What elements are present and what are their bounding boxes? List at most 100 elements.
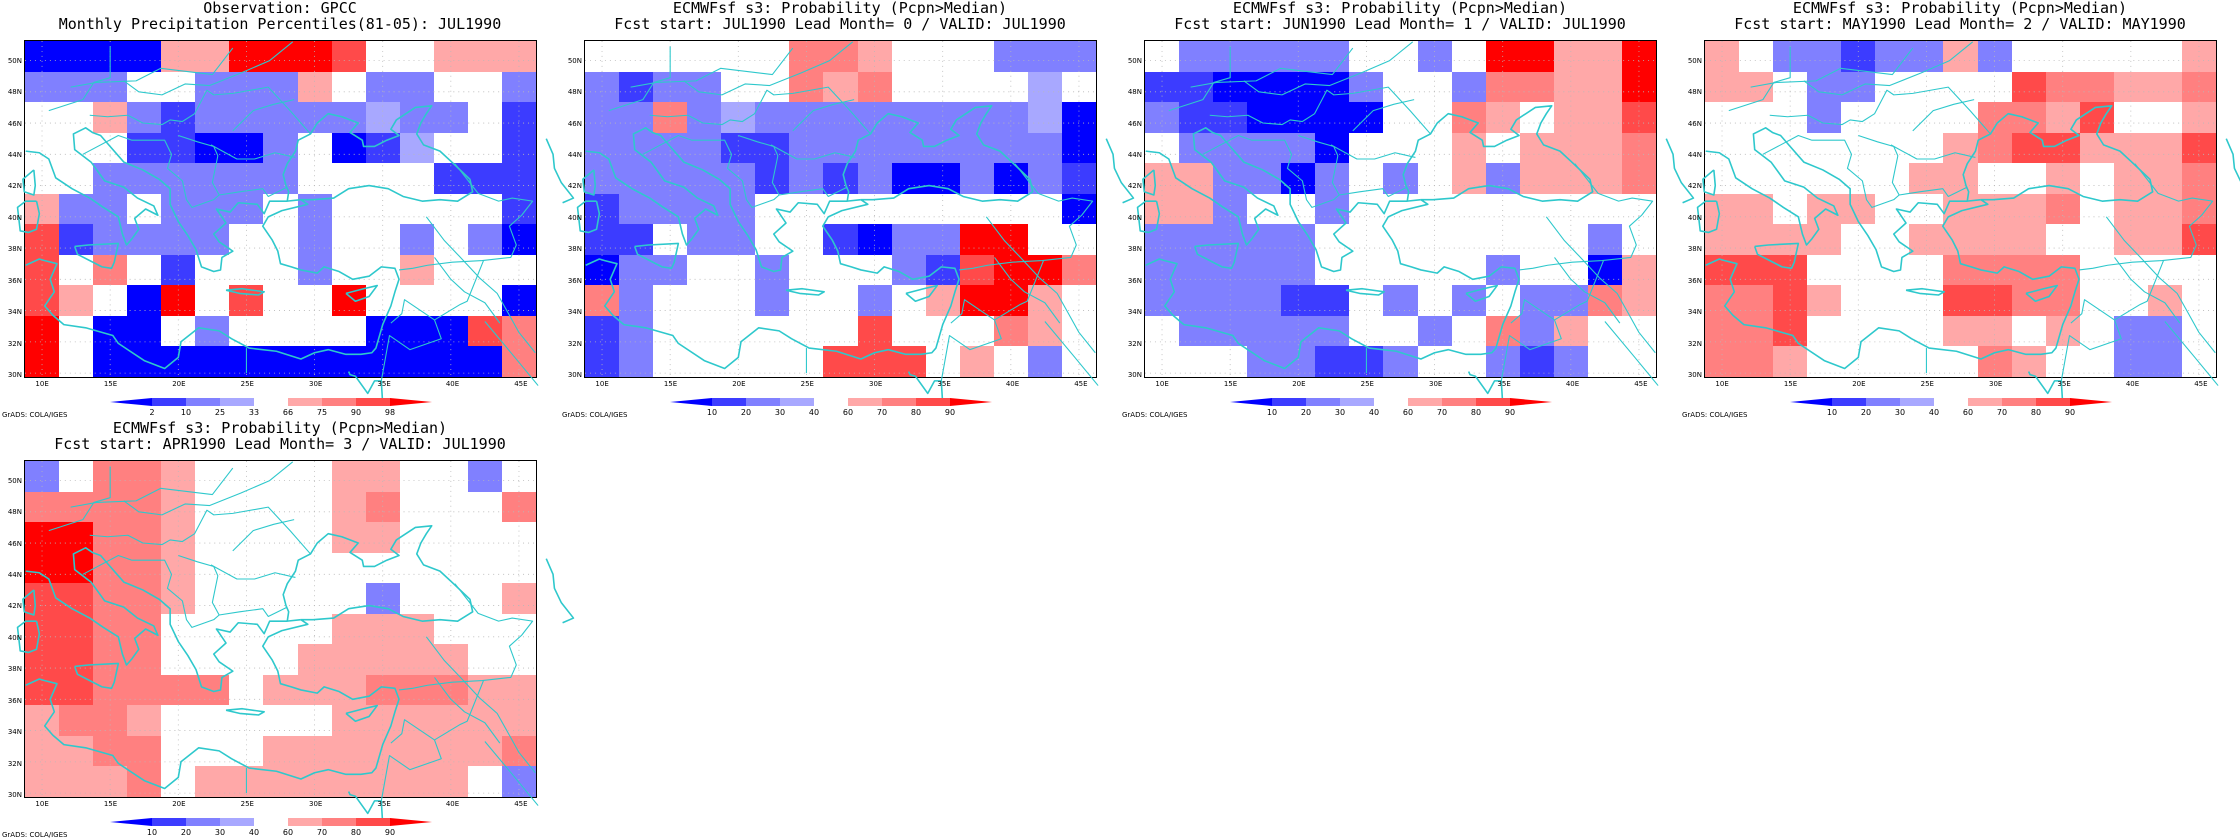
country-border bbox=[683, 41, 854, 96]
colorbar-label: 70 bbox=[1436, 408, 1448, 417]
grid-cell bbox=[331, 522, 366, 553]
grid-cell bbox=[2011, 224, 2046, 255]
country-border bbox=[398, 163, 534, 271]
country-border bbox=[1339, 186, 1408, 198]
grid-cell bbox=[93, 193, 128, 225]
grid-cell bbox=[1943, 346, 1978, 377]
grid-cell bbox=[1281, 193, 1316, 225]
grid-cell bbox=[2181, 163, 2216, 194]
grid-cell bbox=[1909, 193, 1944, 225]
grid-cell bbox=[1553, 102, 1588, 133]
panel-title-line2: Fcst start: MAY1990 Lead Month= 2 / VALI… bbox=[1734, 15, 2186, 33]
coastline bbox=[25, 546, 302, 693]
colorbar-label: 60 bbox=[1402, 408, 1414, 417]
latitude-label: 42N bbox=[7, 182, 22, 191]
longitude-label: 10E bbox=[35, 800, 49, 808]
grid-cell bbox=[1383, 346, 1418, 377]
grid-cell bbox=[857, 315, 892, 347]
coastline bbox=[16, 620, 41, 654]
grid-cell bbox=[1553, 224, 1588, 255]
grid-cell bbox=[1145, 163, 1180, 194]
colorbar-label: 80 bbox=[2030, 408, 2042, 417]
longitude-label: 25E bbox=[800, 380, 814, 388]
grid-cell bbox=[2113, 102, 2148, 133]
grid-cell bbox=[823, 224, 858, 255]
grid-cell bbox=[1451, 254, 1486, 286]
grid-cell bbox=[857, 224, 892, 255]
country-border bbox=[232, 519, 295, 552]
grid-cell bbox=[2147, 315, 2182, 347]
coastline bbox=[1467, 371, 1504, 405]
colorbar-label: 10 bbox=[706, 408, 718, 417]
colorbar-label: 98 bbox=[384, 408, 396, 417]
grid-cell bbox=[1773, 193, 1808, 225]
grid-cell bbox=[1179, 193, 1214, 225]
grid-cell bbox=[823, 102, 858, 133]
country-border bbox=[48, 46, 111, 112]
grid-cell bbox=[467, 552, 502, 584]
grid-cell bbox=[721, 132, 756, 164]
grid-cell bbox=[1179, 315, 1214, 347]
grid-cell bbox=[25, 346, 60, 377]
coastline bbox=[25, 198, 400, 370]
grid-cell bbox=[1247, 41, 1282, 72]
grid-cell bbox=[59, 705, 94, 736]
grid-cell bbox=[1213, 346, 1248, 377]
grid-cell bbox=[399, 644, 434, 675]
grid-cell bbox=[1875, 315, 1910, 347]
country-border bbox=[2105, 216, 2216, 354]
grid-cell bbox=[585, 163, 620, 194]
colorbar-swatch bbox=[322, 398, 356, 406]
grid-cell bbox=[823, 41, 858, 72]
grid-cell bbox=[2147, 71, 2182, 103]
longitude-label: 20E bbox=[1852, 380, 1866, 388]
grid-cell bbox=[1417, 224, 1452, 255]
country-border bbox=[1518, 163, 1654, 271]
colorbar-swatch bbox=[152, 818, 186, 826]
grid-cell bbox=[1315, 224, 1350, 255]
grid-cell bbox=[585, 193, 620, 225]
grid-cell bbox=[1315, 315, 1350, 347]
colorbar-swatch bbox=[254, 398, 288, 406]
grid-cell bbox=[721, 315, 756, 347]
grid-cell bbox=[789, 163, 824, 194]
latitude-label: 38N bbox=[1687, 245, 1702, 254]
grid-cell bbox=[1315, 132, 1350, 164]
grid-cell bbox=[195, 583, 230, 614]
grid-cell bbox=[2181, 315, 2216, 347]
grid-cell bbox=[25, 163, 60, 194]
grid-cell bbox=[2011, 132, 2046, 164]
latitude-label: 38N bbox=[1127, 245, 1142, 254]
grid-cell bbox=[501, 522, 536, 553]
grid-cell bbox=[993, 132, 1028, 164]
latitude-label: 44N bbox=[7, 570, 22, 579]
panel-title-line2: Fcst start: APR1990 Lead Month= 3 / VALI… bbox=[54, 435, 506, 453]
country-border bbox=[1500, 319, 1562, 381]
grid-cell bbox=[1587, 163, 1622, 194]
panel-forecast-lead3: ECMWFsf s3: Probability (Pcpn>Median) Fcs… bbox=[0, 420, 575, 840]
coastline bbox=[1465, 284, 1499, 303]
grid-cell bbox=[365, 613, 400, 645]
grid-cell bbox=[399, 491, 434, 523]
longitude-label: 35E bbox=[1497, 380, 1511, 388]
grid-cell bbox=[1739, 71, 1774, 103]
grid-cell bbox=[161, 193, 196, 225]
grid-cell bbox=[1739, 315, 1774, 347]
grid-cell bbox=[399, 461, 434, 492]
latitude-label: 46N bbox=[7, 119, 22, 128]
grid-cell bbox=[25, 224, 60, 255]
grid-cell bbox=[1417, 315, 1452, 347]
grid-cell bbox=[959, 346, 994, 377]
grid-cell bbox=[2079, 254, 2114, 286]
grid-cell bbox=[1621, 224, 1656, 255]
grid-cell bbox=[687, 346, 722, 377]
grid-cell bbox=[2011, 102, 2046, 133]
grid-cell bbox=[195, 491, 230, 523]
map-frame: 50N 48N 46N 44N 42N 40N 38N 36N 34N 32N 30N 10E 15E 2… bbox=[8, 460, 575, 825]
latitude-label: 48N bbox=[567, 88, 582, 97]
coastline bbox=[1402, 105, 1594, 202]
grid-cell bbox=[433, 552, 468, 584]
grid-cell bbox=[1179, 71, 1214, 103]
grid-cell bbox=[263, 766, 298, 797]
country-border bbox=[219, 186, 288, 198]
